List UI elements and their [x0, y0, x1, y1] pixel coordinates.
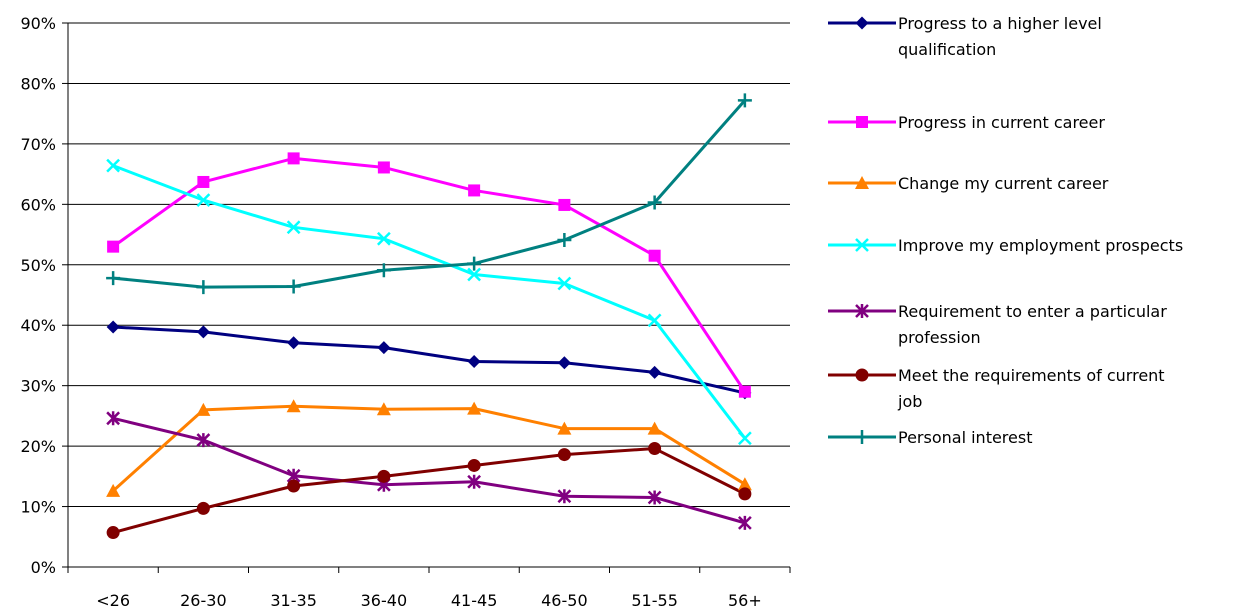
- series-line-6: [112, 99, 746, 289]
- marker-plus: [737, 93, 752, 108]
- marker-circle: [377, 469, 391, 483]
- legend-entry-label: qualification: [898, 40, 996, 59]
- marker-diamond: [557, 356, 571, 370]
- x-tick-label: 31-35: [270, 591, 317, 610]
- marker-x: [106, 158, 121, 173]
- marker-triangle: [467, 401, 482, 415]
- legend-entry-label: Improve my employment prospects: [898, 236, 1183, 255]
- series-line-1: [112, 156, 747, 393]
- marker-triangle: [737, 477, 752, 491]
- marker-star: [106, 411, 121, 426]
- marker-circle: [467, 458, 481, 472]
- y-tick-label: 70%: [20, 135, 56, 154]
- marker-triangle: [376, 402, 391, 416]
- marker-triangle: [106, 483, 121, 497]
- marker-x: [286, 220, 301, 235]
- marker-diamond: [196, 325, 210, 339]
- legend-entry-label: Change my current career: [898, 174, 1109, 193]
- x-tick-label: 56+: [728, 591, 762, 610]
- x-tick-label: 51-55: [631, 591, 678, 610]
- legend-entry-label: Requirement to enter a particular: [898, 302, 1167, 321]
- series-line-5: [112, 447, 746, 534]
- marker-x: [196, 193, 211, 207]
- marker-circle: [648, 442, 662, 456]
- marker-diamond: [467, 354, 481, 368]
- marker-diamond: [106, 320, 120, 334]
- marker-star: [467, 474, 482, 489]
- marker-square: [468, 184, 481, 197]
- legend-entry-label: Progress to a higher level: [898, 14, 1102, 33]
- legend-entry-label: profession: [898, 328, 981, 347]
- series-line-0: [113, 325, 746, 395]
- marker-x: [737, 431, 752, 446]
- marker-square: [197, 175, 210, 188]
- marker-x: [557, 276, 572, 291]
- y-tick-label: 50%: [20, 256, 56, 275]
- marker-square: [738, 385, 751, 398]
- marker-circle: [287, 479, 301, 493]
- marker-square: [287, 152, 300, 165]
- legend-entry-label: Personal interest: [898, 428, 1032, 447]
- marker-triangle: [557, 421, 572, 435]
- marker-star: [855, 304, 869, 318]
- x-tick-label: 41-45: [451, 591, 498, 610]
- y-tick-label: 30%: [20, 377, 56, 396]
- marker-diamond: [855, 16, 869, 30]
- y-tick-label: 40%: [20, 316, 56, 335]
- marker-plus: [557, 232, 572, 247]
- marker-plus: [855, 430, 869, 444]
- marker-square: [856, 116, 868, 128]
- marker-plus: [286, 279, 301, 294]
- x-tick-label: 36-40: [361, 591, 408, 610]
- marker-star: [737, 515, 752, 530]
- marker-diamond: [648, 365, 662, 379]
- marker-plus: [647, 195, 662, 210]
- marker-circle: [106, 526, 120, 540]
- marker-square: [377, 161, 390, 174]
- x-tick-label: <26: [96, 591, 130, 610]
- marker-star: [647, 490, 662, 505]
- y-tick-label: 80%: [20, 74, 56, 93]
- marker-circle: [738, 487, 752, 501]
- marker-triangle: [196, 402, 211, 416]
- marker-star: [557, 489, 572, 504]
- marker-diamond: [377, 341, 391, 355]
- marker-triangle: [855, 176, 869, 189]
- marker-plus: [196, 280, 211, 295]
- marker-square: [648, 249, 661, 262]
- y-tick-label: 60%: [20, 195, 56, 214]
- series-line-3: [112, 164, 747, 440]
- series-line-2: [112, 404, 746, 492]
- marker-x: [647, 313, 662, 328]
- marker-circle: [855, 368, 869, 382]
- y-tick-label: 0%: [31, 558, 56, 577]
- marker-plus: [467, 256, 482, 271]
- marker-x: [855, 238, 869, 252]
- legend-entry-label: Meet the requirements of current: [898, 366, 1165, 385]
- marker-circle: [557, 448, 571, 462]
- marker-square: [558, 198, 571, 211]
- marker-x: [467, 267, 482, 282]
- marker-square: [107, 240, 120, 253]
- series-line-4: [112, 416, 746, 525]
- x-tick-label: 46-50: [541, 591, 588, 610]
- marker-circle: [196, 501, 210, 515]
- marker-triangle: [286, 399, 301, 413]
- y-tick-label: 90%: [20, 14, 56, 33]
- legend-entry-label: job: [897, 392, 922, 411]
- legend-entry-label: Progress in current career: [898, 113, 1105, 132]
- y-tick-label: 20%: [20, 437, 56, 456]
- marker-plus: [106, 271, 121, 286]
- marker-triangle: [647, 421, 662, 435]
- x-tick-label: 26-30: [180, 591, 227, 610]
- y-tick-label: 10%: [20, 498, 56, 517]
- marker-diamond: [287, 336, 301, 350]
- marker-x: [376, 231, 391, 246]
- marker-plus: [376, 263, 391, 278]
- marker-star: [196, 433, 211, 448]
